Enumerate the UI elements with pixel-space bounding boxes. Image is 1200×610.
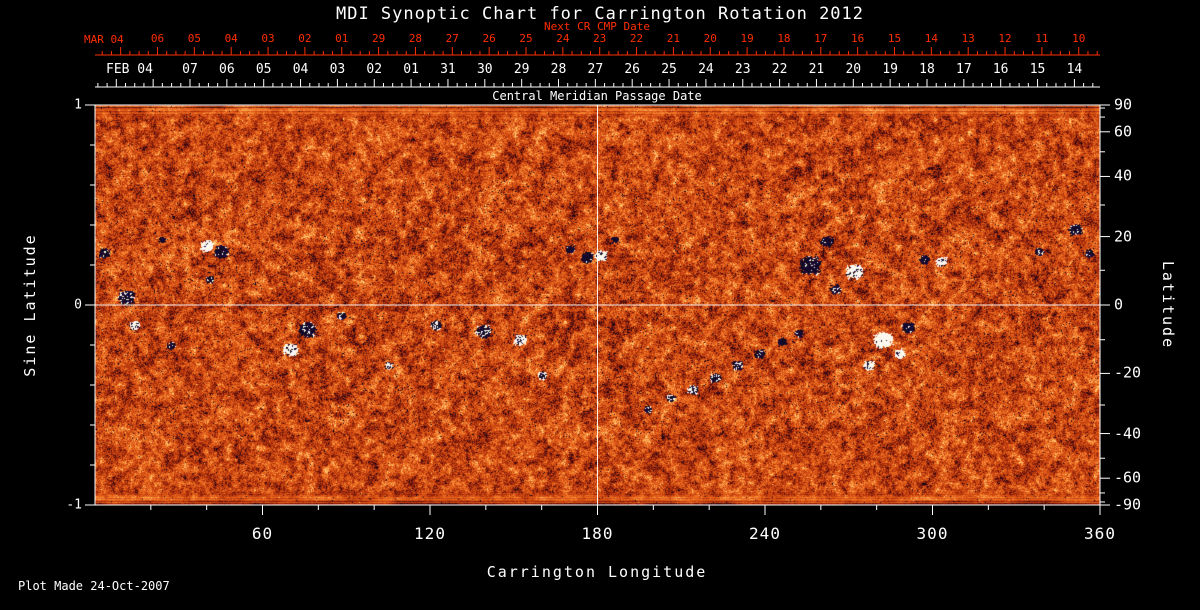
x-tick-label: 120 <box>414 524 446 543</box>
cmp-tick-label: 16 <box>992 62 1009 77</box>
cmp-tick-label: 02 <box>366 62 383 77</box>
cmp-tick-label: 27 <box>587 62 604 77</box>
lat-tick-label: -90 <box>1114 495 1142 514</box>
x-tick-label: 240 <box>749 524 781 543</box>
cmp-tick-label: 22 <box>771 62 788 77</box>
cmp-tick-label: 23 <box>734 62 751 77</box>
cmp-tick-label: 19 <box>882 62 898 77</box>
cmp-tick-label: 26 <box>624 62 641 77</box>
next-cr-tick-label: 27 <box>445 32 459 45</box>
sine-lat-tick-label: 0 <box>74 297 82 313</box>
cmp-axis-label: Central Meridian Passage Date <box>492 89 702 103</box>
lat-tick-label: 20 <box>1114 227 1133 246</box>
cmp-tick-label: 07 <box>182 62 198 77</box>
next-cr-tick-label: 25 <box>519 32 533 45</box>
lat-tick-label: 90 <box>1114 95 1133 114</box>
cmp-tick-label: 17 <box>956 62 972 77</box>
next-cr-axis-label: Next CR CMP Date <box>544 20 650 33</box>
next-cr-tick-label: 29 <box>371 32 386 45</box>
cmp-tick-label: 04 <box>292 62 309 77</box>
next-cr-tick-label: 11 <box>1035 32 1049 45</box>
next-cr-tick-label: 04 <box>224 32 238 45</box>
x-tick-label: 360 <box>1084 524 1116 543</box>
lat-tick-label: 40 <box>1114 166 1133 185</box>
next-cr-tick-label: 05 <box>187 32 201 45</box>
cmp-tick-label: 25 <box>661 62 677 77</box>
lat-tick-label: -20 <box>1114 363 1142 382</box>
cmp-tick-label: 05 <box>255 62 272 77</box>
magnetogram-image <box>95 105 1100 505</box>
next-cr-tick-label: 12 <box>998 32 1012 45</box>
cmp-tick-label: 18 <box>919 62 935 77</box>
next-cr-tick-label: 19 <box>740 32 754 45</box>
next-cr-tick-label: 17 <box>814 32 828 45</box>
next-cr-tick-label: 18 <box>777 32 791 45</box>
left-y-axis-title: Sine Latitude <box>21 233 39 377</box>
chart-title: MDI Synoptic Chart for Carrington Rotati… <box>335 4 865 24</box>
next-cr-tick-label: 23 <box>593 32 607 45</box>
next-cr-tick-label: 06 <box>150 32 165 45</box>
next-cr-tick-label: 14 <box>924 32 938 45</box>
next-cr-tick-label: 22 <box>629 32 644 45</box>
lat-tick-label: 0 <box>1114 295 1124 314</box>
sine-lat-tick-label: 1 <box>74 97 82 113</box>
plot-made-caption: Plot Made 24-Oct-2007 <box>18 579 170 593</box>
next-cr-tick-label: 13 <box>961 32 975 45</box>
cmp-month-year-label: FEB 04 <box>106 62 153 77</box>
lat-tick-label: -60 <box>1114 468 1142 487</box>
cmp-tick-label: 21 <box>808 62 825 77</box>
next-cr-tick-label: 01 <box>335 32 349 45</box>
cmp-tick-label: 31 <box>440 62 456 77</box>
cmp-tick-label: 30 <box>476 62 493 77</box>
next-cr-tick-label: 02 <box>298 32 312 45</box>
cmp-tick-label: 24 <box>698 62 714 77</box>
cmp-tick-label: 01 <box>403 62 419 77</box>
sine-lat-tick-label: -1 <box>66 497 82 513</box>
next-cr-tick-label: 16 <box>851 32 865 45</box>
next-cr-tick-label: 28 <box>408 32 423 45</box>
x-tick-label: 60 <box>251 524 274 543</box>
cmp-tick-label: 29 <box>513 62 530 77</box>
x-axis-title: Carrington Longitude <box>486 563 708 581</box>
right-y-axis-title: Latitude <box>1159 260 1177 350</box>
next-cr-tick-label: 20 <box>703 32 717 45</box>
cmp-tick-label: 06 <box>219 62 235 77</box>
next-cr-tick-label: 26 <box>482 32 496 45</box>
next-cr-month-year-label: MAR 04 <box>84 33 124 46</box>
next-cr-tick-label: 03 <box>261 32 275 45</box>
x-tick-label: 300 <box>916 524 949 543</box>
lat-tick-label: -40 <box>1114 424 1142 443</box>
cmp-tick-label: 14 <box>1066 62 1083 77</box>
next-cr-tick-label: 10 <box>1072 32 1086 45</box>
x-tick-label: 180 <box>581 524 614 543</box>
cmp-tick-label: 03 <box>329 62 346 77</box>
cmp-tick-label: 20 <box>845 62 862 77</box>
next-cr-tick-label: 15 <box>887 32 902 45</box>
lat-tick-label: 60 <box>1114 122 1133 141</box>
next-cr-tick-label: 21 <box>666 32 681 45</box>
next-cr-tick-label: 24 <box>556 32 570 45</box>
cmp-tick-label: 28 <box>550 62 567 77</box>
cmp-tick-label: 15 <box>1029 62 1046 77</box>
